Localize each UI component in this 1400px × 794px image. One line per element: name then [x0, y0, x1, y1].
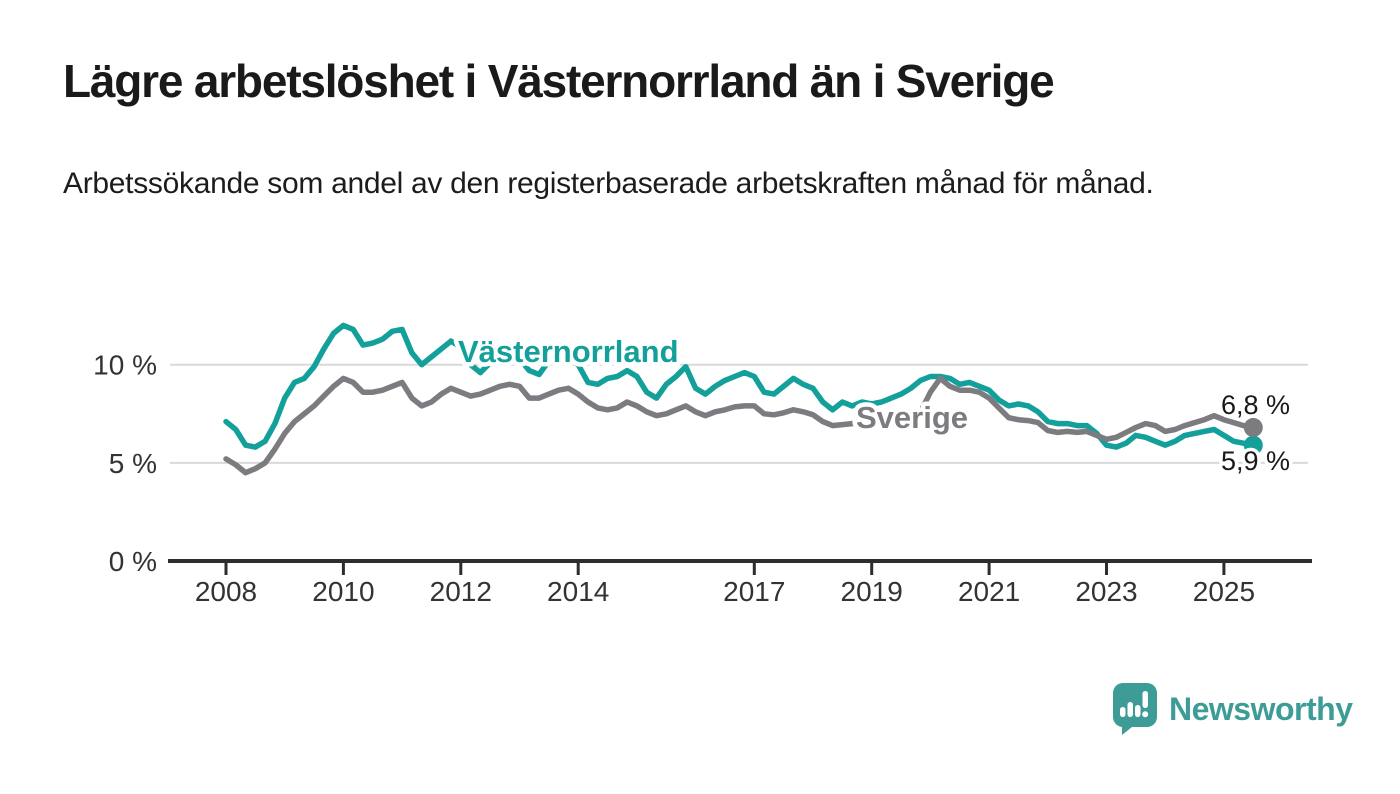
svg-text:Västernorrland: Västernorrland — [458, 334, 679, 369]
svg-text:2014: 2014 — [547, 576, 609, 607]
svg-text:Sverige: Sverige — [856, 400, 968, 435]
svg-text:6,8 %: 6,8 % — [1221, 390, 1290, 420]
unemployment-line-chart: 0 % 5 % 10 % 2008 2010 2012 2014 2017 2019 2021 20… — [93, 322, 1312, 607]
svg-text:10 %: 10 % — [93, 350, 157, 381]
chart-subtitle: Arbetssökande som andel av den registerb… — [63, 167, 1154, 200]
svg-text:2008: 2008 — [195, 576, 257, 607]
svg-text:2010: 2010 — [312, 576, 374, 607]
page-title: Lägre arbetslöshet i Västernorrland än i… — [63, 55, 1055, 107]
svg-text:2021: 2021 — [958, 576, 1020, 607]
svg-text:2019: 2019 — [841, 576, 903, 607]
svg-text:5,9 %: 5,9 % — [1221, 446, 1290, 476]
newsworthy-logo: Newsworthy — [1112, 683, 1353, 735]
svg-text:2012: 2012 — [430, 576, 492, 607]
newsworthy-logo-icon — [1113, 683, 1157, 735]
svg-text:2025: 2025 — [1193, 576, 1255, 607]
newsworthy-wordmark: Newsworthy — [1169, 690, 1353, 727]
svg-text:2023: 2023 — [1075, 576, 1137, 607]
svg-text:0 %: 0 % — [109, 546, 157, 577]
svg-text:2017: 2017 — [723, 576, 785, 607]
svg-text:5 %: 5 % — [109, 448, 157, 479]
